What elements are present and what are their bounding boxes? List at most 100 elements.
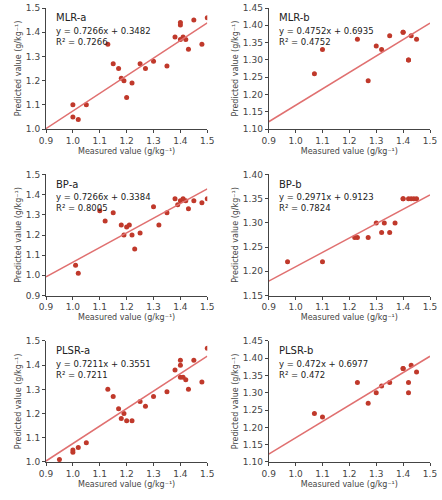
- svg-text:1.4: 1.4: [173, 469, 188, 479]
- svg-text:0.9: 0.9: [262, 469, 277, 479]
- svg-text:1.2: 1.2: [342, 302, 356, 312]
- svg-text:1.45: 1.45: [243, 3, 263, 13]
- svg-text:1.2: 1.2: [26, 409, 40, 419]
- svg-text:1.1: 1.1: [315, 136, 329, 146]
- svg-text:1.2: 1.2: [26, 76, 40, 86]
- svg-text:PLSR-b: PLSR-b: [279, 345, 313, 356]
- svg-text:Measured value (g/kg⁻¹): Measured value (g/kg⁻¹): [301, 480, 398, 489]
- svg-text:Predicted value (g/kg⁻¹): Predicted value (g/kg⁻¹): [231, 21, 240, 117]
- svg-text:1.40: 1.40: [243, 170, 263, 180]
- svg-text:1.5: 1.5: [26, 3, 40, 13]
- svg-text:1.3: 1.3: [146, 302, 160, 312]
- svg-text:1.2: 1.2: [342, 469, 356, 479]
- svg-text:0.9: 0.9: [262, 136, 277, 146]
- svg-text:MLR-b: MLR-b: [279, 12, 310, 23]
- svg-text:0.9: 0.9: [26, 291, 41, 301]
- svg-text:Measured value (g/kg⁻¹): Measured value (g/kg⁻¹): [78, 480, 175, 489]
- svg-text:1.40: 1.40: [243, 353, 263, 363]
- svg-text:1.2: 1.2: [26, 230, 40, 240]
- svg-text:1.4: 1.4: [173, 136, 188, 146]
- svg-text:1.3: 1.3: [369, 469, 383, 479]
- svg-text:1.0: 1.0: [26, 457, 41, 467]
- svg-text:1.5: 1.5: [423, 136, 437, 146]
- svg-text:0.9: 0.9: [39, 136, 54, 146]
- svg-text:1.5: 1.5: [200, 136, 214, 146]
- svg-text:1.45: 1.45: [243, 336, 263, 346]
- svg-text:PLSR-a: PLSR-a: [56, 345, 90, 356]
- svg-text:Predicted value (g/kg⁻¹): Predicted value (g/kg⁻¹): [231, 354, 240, 450]
- svg-text:Predicted value (g/kg⁻¹): Predicted value (g/kg⁻¹): [231, 187, 240, 283]
- svg-text:1.35: 1.35: [243, 194, 263, 204]
- svg-text:BP-a: BP-a: [56, 179, 78, 190]
- svg-text:1.3: 1.3: [26, 210, 40, 220]
- svg-text:1.3: 1.3: [369, 136, 383, 146]
- svg-text:y = 0.7211x + 0.3551R² = 0.721: y = 0.7211x + 0.3551R² = 0.7211: [56, 359, 151, 380]
- svg-text:y = 0.7266x + 0.3482R² = 0.726: y = 0.7266x + 0.3482R² = 0.7266: [56, 26, 151, 47]
- svg-text:Measured value (g/kg⁻¹): Measured value (g/kg⁻¹): [78, 147, 175, 156]
- svg-text:1.1: 1.1: [26, 433, 40, 443]
- svg-text:1.2: 1.2: [342, 136, 356, 146]
- svg-text:1.30: 1.30: [243, 388, 263, 398]
- svg-text:0.9: 0.9: [39, 469, 54, 479]
- svg-text:1.0: 1.0: [66, 302, 81, 312]
- svg-text:y = 0.4752x + 0.6935R² = 0.475: y = 0.4752x + 0.6935R² = 0.4752: [279, 26, 374, 47]
- svg-text:1.5: 1.5: [26, 336, 40, 346]
- svg-text:1.1: 1.1: [315, 469, 329, 479]
- svg-text:MLR-a: MLR-a: [56, 12, 86, 23]
- svg-text:1.15: 1.15: [243, 440, 263, 450]
- svg-text:1.3: 1.3: [146, 469, 160, 479]
- svg-text:1.25: 1.25: [243, 405, 263, 415]
- svg-text:Predicted value (g/kg⁻¹): Predicted value (g/kg⁻¹): [14, 354, 23, 450]
- svg-text:1.25: 1.25: [243, 242, 263, 252]
- svg-text:1.20: 1.20: [243, 266, 263, 276]
- svg-text:1.4: 1.4: [26, 360, 41, 370]
- svg-text:1.15: 1.15: [243, 291, 263, 301]
- svg-text:1.0: 1.0: [288, 302, 303, 312]
- svg-text:Measured value (g/kg⁻¹): Measured value (g/kg⁻¹): [301, 313, 398, 322]
- svg-text:1.4: 1.4: [173, 302, 188, 312]
- svg-text:y = 0.472x + 0.6977R² = 0.472: y = 0.472x + 0.6977R² = 0.472: [279, 359, 368, 380]
- svg-text:1.5: 1.5: [200, 302, 214, 312]
- svg-text:1.1: 1.1: [26, 250, 40, 260]
- svg-text:1.2: 1.2: [119, 469, 133, 479]
- svg-text:BP-b: BP-b: [279, 179, 302, 190]
- svg-text:1.5: 1.5: [423, 469, 437, 479]
- svg-text:1.3: 1.3: [146, 136, 160, 146]
- svg-text:1.4: 1.4: [396, 136, 411, 146]
- svg-text:1.25: 1.25: [243, 72, 263, 82]
- svg-text:1.20: 1.20: [243, 423, 263, 433]
- svg-text:1.3: 1.3: [26, 52, 40, 62]
- svg-text:y = 0.7266x + 0.3384R² = 0.800: y = 0.7266x + 0.3384R² = 0.8005: [56, 192, 151, 213]
- svg-text:0.9: 0.9: [262, 302, 277, 312]
- svg-text:1.3: 1.3: [26, 384, 40, 394]
- svg-text:1.1: 1.1: [93, 469, 107, 479]
- svg-text:1.1: 1.1: [26, 100, 40, 110]
- svg-text:1.4: 1.4: [26, 27, 41, 37]
- svg-text:1.0: 1.0: [288, 136, 303, 146]
- svg-text:1.20: 1.20: [243, 90, 263, 100]
- svg-text:1.2: 1.2: [119, 136, 133, 146]
- svg-text:Predicted value (g/kg⁻¹): Predicted value (g/kg⁻¹): [14, 187, 23, 283]
- svg-text:1.35: 1.35: [243, 371, 263, 381]
- svg-text:0.9: 0.9: [39, 302, 54, 312]
- svg-text:Measured value (g/kg⁻¹): Measured value (g/kg⁻¹): [301, 147, 398, 156]
- svg-text:1.30: 1.30: [243, 218, 263, 228]
- svg-text:1.40: 1.40: [243, 20, 263, 30]
- svg-text:1.3: 1.3: [369, 302, 383, 312]
- svg-text:1.1: 1.1: [93, 302, 107, 312]
- svg-text:1.0: 1.0: [288, 469, 303, 479]
- svg-text:1.35: 1.35: [243, 38, 263, 48]
- svg-text:Measured value (g/kg⁻¹): Measured value (g/kg⁻¹): [78, 313, 175, 322]
- svg-text:1.4: 1.4: [26, 190, 41, 200]
- svg-text:1.1: 1.1: [315, 302, 329, 312]
- svg-text:1.5: 1.5: [200, 469, 214, 479]
- svg-text:1.5: 1.5: [423, 302, 437, 312]
- svg-text:1.30: 1.30: [243, 55, 263, 65]
- svg-text:1.15: 1.15: [243, 107, 263, 117]
- svg-text:Predicted value (g/kg⁻¹): Predicted value (g/kg⁻¹): [14, 21, 23, 117]
- svg-text:1.5: 1.5: [26, 170, 40, 180]
- svg-text:1.0: 1.0: [66, 136, 81, 146]
- svg-text:1.4: 1.4: [396, 302, 411, 312]
- svg-text:1.2: 1.2: [119, 302, 133, 312]
- svg-text:1.0: 1.0: [26, 270, 41, 280]
